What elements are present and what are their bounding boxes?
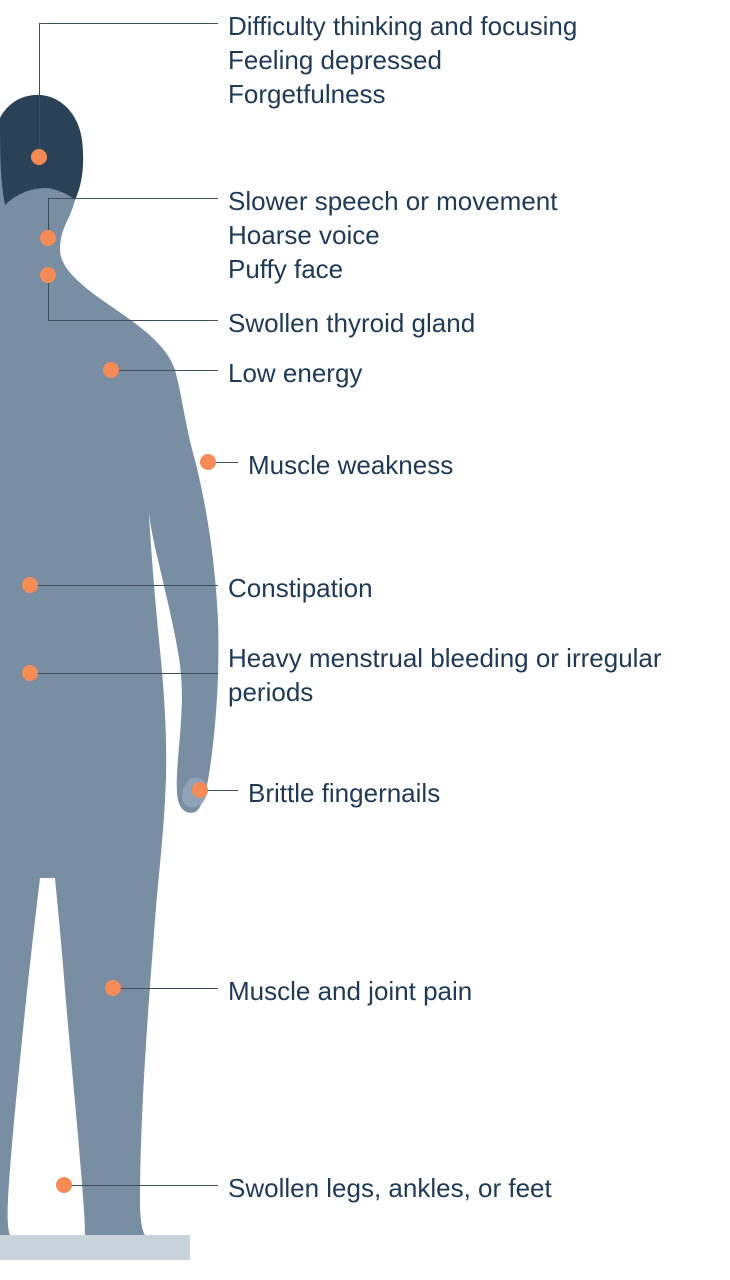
label-thyroid: Swollen thyroid gland (228, 307, 475, 341)
connector-segment (64, 1185, 218, 1186)
connector-segment (30, 585, 218, 586)
label-line: Low energy (228, 357, 362, 391)
label-ankle: Swollen legs, ankles, or feet (228, 1172, 552, 1206)
connector-segment (111, 370, 218, 371)
label-line: Brittle fingernails (248, 777, 440, 811)
connector-segment (39, 23, 218, 24)
marker-dot-thyroid (40, 267, 56, 283)
marker-dot-hand (192, 782, 208, 798)
label-mouth: Slower speech or movementHoarse voicePuf… (228, 185, 557, 286)
label-line: Puffy face (228, 253, 557, 287)
connector-segment (48, 320, 218, 321)
label-line: Muscle and joint pain (228, 975, 472, 1009)
label-line: Hoarse voice (228, 219, 557, 253)
label-line: Muscle weakness (248, 449, 453, 483)
marker-dot-knee (105, 980, 121, 996)
label-line: Forgetfulness (228, 78, 577, 112)
label-line: Swollen thyroid gland (228, 307, 475, 341)
marker-dot-mouth (40, 230, 56, 246)
platform (0, 1235, 190, 1260)
label-head: Difficulty thinking and focusingFeeling … (228, 10, 577, 111)
label-line: Heavy menstrual bleeding or irregular pe… (228, 642, 678, 710)
marker-dot-arm (200, 454, 216, 470)
label-chest: Low energy (228, 357, 362, 391)
connector-segment (48, 198, 218, 199)
label-knee: Muscle and joint pain (228, 975, 472, 1009)
label-line: Swollen legs, ankles, or feet (228, 1172, 552, 1206)
connector-segment (113, 988, 218, 989)
marker-dot-head (31, 149, 47, 165)
label-hand: Brittle fingernails (248, 777, 440, 811)
connector-segment (39, 23, 40, 157)
label-line: Constipation (228, 572, 373, 606)
label-line: Feeling depressed (228, 44, 577, 78)
label-line: Slower speech or movement (228, 185, 557, 219)
marker-dot-ankle (56, 1177, 72, 1193)
label-abdomen: Constipation (228, 572, 373, 606)
marker-dot-pelvis (22, 665, 38, 681)
marker-dot-chest (103, 362, 119, 378)
label-arm: Muscle weakness (248, 449, 453, 483)
connector-segment (30, 673, 218, 674)
label-pelvis: Heavy menstrual bleeding or irregular pe… (228, 642, 678, 710)
marker-dot-abdomen (22, 577, 38, 593)
label-line: Difficulty thinking and focusing (228, 10, 577, 44)
